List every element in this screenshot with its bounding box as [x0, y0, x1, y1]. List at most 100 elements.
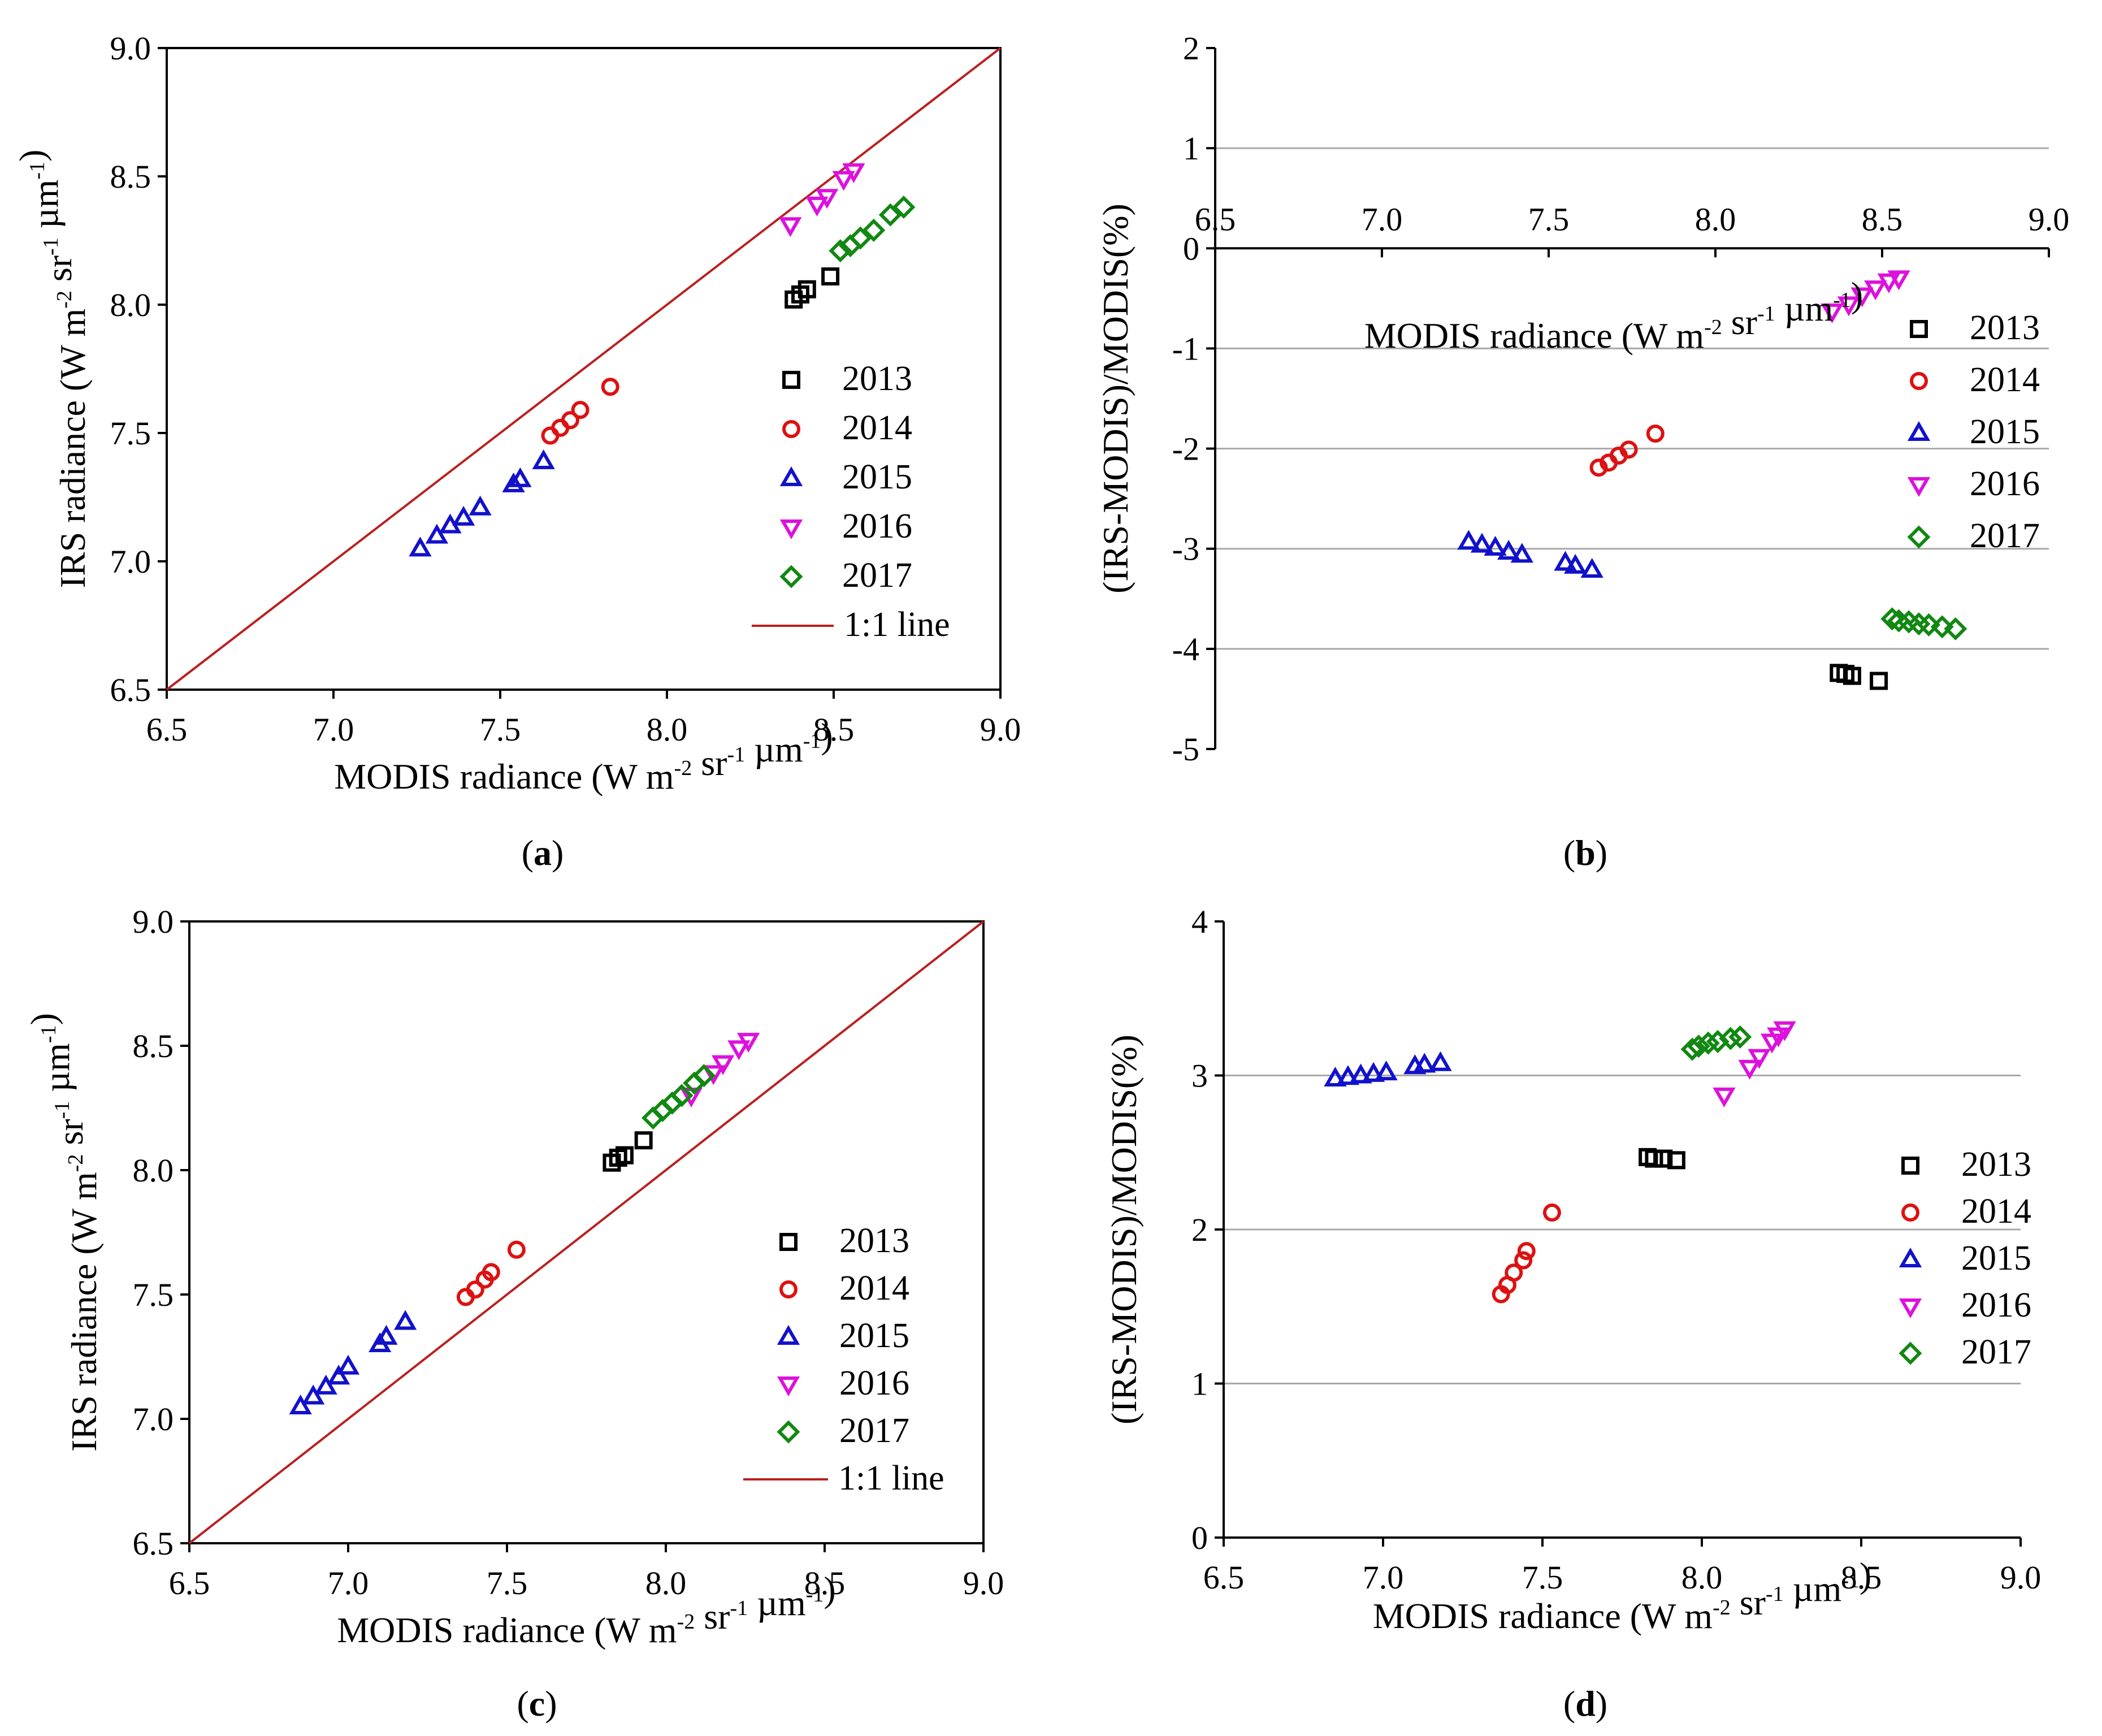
- y-tick-label: 1: [1191, 1366, 1208, 1402]
- data-point-2014: [561, 411, 579, 430]
- x-axis-label-sup2: -1: [730, 1596, 748, 1620]
- series-2013: [785, 267, 840, 309]
- data-point-2015: [469, 495, 492, 516]
- data-point-2016: [779, 217, 802, 237]
- x-tick-label: 8.5: [804, 1565, 846, 1601]
- legend-label: 2014: [1961, 1192, 2031, 1231]
- legend-marker-2017: [779, 565, 803, 588]
- y-axis-label: (IRS-MODIS)/MODIS(%): [1095, 204, 1135, 594]
- data-point-2015: [1470, 533, 1494, 553]
- y-tick-label: 9.0: [133, 903, 174, 940]
- x-axis-label-mid: sr: [1731, 1582, 1766, 1622]
- panel-label: (c): [517, 1683, 557, 1724]
- legend-label: 2017: [839, 1412, 909, 1450]
- y-tick-label: -4: [1172, 631, 1199, 668]
- y-tick-label: 2: [1191, 1211, 1208, 1248]
- series-2016: [1821, 270, 1910, 323]
- series-2013: [603, 1131, 653, 1172]
- y-tick-label: 8.0: [110, 287, 151, 323]
- data-point-2015: [314, 1374, 337, 1395]
- data-point-2013: [785, 290, 803, 309]
- panel-label-open: (: [517, 1683, 528, 1724]
- data-point-2014: [1517, 1242, 1536, 1261]
- series-2013: [1639, 1148, 1685, 1170]
- x-axis-label-sup1: -2: [677, 1610, 695, 1634]
- y-tick-label: 3: [1191, 1058, 1208, 1094]
- x-axis-label-mid2: µm: [748, 1583, 806, 1623]
- legend-label: 2013: [1961, 1145, 2031, 1184]
- legend-marker-2015: [777, 1325, 800, 1345]
- series-2017: [829, 195, 916, 263]
- x-axis-label-post: ): [824, 1569, 835, 1609]
- x-axis-label-sup1: -2: [1713, 1596, 1731, 1620]
- legend-marker-2014: [1901, 1203, 1919, 1222]
- legend-marker-2015: [779, 466, 803, 487]
- x-axis-label-sup1: -2: [674, 756, 692, 780]
- data-point-2017: [670, 1084, 694, 1107]
- legend-marker-2014: [779, 1280, 798, 1298]
- data-point-2015: [336, 1354, 360, 1375]
- y-axis-label-sup2: -1: [39, 237, 63, 256]
- y-axis-label: (IRS-MODIS)/MODIS(%): [1104, 1034, 1144, 1425]
- legend-label: 2016: [842, 507, 912, 546]
- x-axis-label: MODIS radiance (W m-2 sr-1 µm-1): [337, 1569, 835, 1650]
- legend: 2013 2014 2015 2016 2017 1:1 line: [752, 360, 950, 644]
- x-axis-label-sup2: -1: [727, 743, 745, 767]
- data-point-2016: [736, 1033, 760, 1053]
- data-point-2014: [1619, 440, 1638, 459]
- y-tick-label: 7.5: [133, 1276, 174, 1313]
- data-point-2017: [1696, 1031, 1720, 1055]
- data-point-2015: [1564, 553, 1587, 574]
- data-point-2014: [551, 418, 570, 437]
- plot-frame: [166, 47, 1002, 691]
- data-point-2017: [848, 226, 872, 250]
- y-tick-label: 6.5: [110, 672, 151, 708]
- panel-c: 6.5 7.0 7.5 8.0 8.5 9.0 6.5 7.0 7.5 8.0 8.5 9.0 MODI…: [23, 903, 1004, 1724]
- data-point-2014: [541, 426, 560, 445]
- panel-label-letter: c: [529, 1683, 545, 1724]
- data-point-2013: [1667, 1151, 1685, 1170]
- x-tick-label: 7.0: [1363, 1559, 1404, 1596]
- legend-marker-2017: [1899, 1341, 1922, 1365]
- series-2017: [1680, 1025, 1752, 1061]
- x-tick-label: 7.5: [1528, 201, 1570, 237]
- x-axis-label-post: ): [1860, 1555, 1871, 1595]
- legend-label: 2013: [1970, 309, 2040, 347]
- data-point-2015: [1324, 1066, 1347, 1086]
- x-axis-label-pre: MODIS radiance (W m: [337, 1610, 677, 1650]
- x-axis-label: MODIS radiance (W m-2 sr-1 µm-1): [334, 716, 833, 796]
- data-point-2016: [1887, 270, 1910, 291]
- legend-marker-2017: [1907, 525, 1931, 549]
- data-point-2015: [1497, 540, 1520, 560]
- data-point-2017: [892, 195, 916, 219]
- data-point-2016: [1738, 1059, 1761, 1080]
- x-axis-label-mid2: µm: [745, 729, 803, 769]
- legend-label: 2015: [839, 1317, 909, 1355]
- data-point-2015: [452, 505, 475, 526]
- legend-marker-2013: [779, 1233, 798, 1251]
- data-point-2015: [302, 1384, 325, 1405]
- x-axis-label-post: ): [821, 716, 833, 756]
- legend-label: 2014: [1970, 361, 2040, 399]
- x-axis-label-mid: sr: [692, 743, 727, 783]
- data-point-2015: [1484, 535, 1507, 556]
- data-point-2017: [1680, 1037, 1704, 1061]
- data-point-2016: [727, 1040, 751, 1060]
- data-point-2015: [1336, 1065, 1360, 1085]
- y-axis-label-mid2: µm: [25, 180, 66, 238]
- y-tick-label: 0: [1191, 1519, 1208, 1556]
- data-point-2013: [615, 1146, 634, 1164]
- y-tick-label: 8.0: [133, 1152, 174, 1189]
- legend-label: 2017: [842, 556, 912, 595]
- data-point-2016: [1877, 273, 1900, 293]
- data-point-2016: [1748, 1049, 1771, 1069]
- data-point-2016: [816, 189, 839, 209]
- panel-a: 6.5 7.0 7.5 8.0 8.5 9.0 6.5 7.0 7.5 8.0 8.5 9.0 MODI…: [12, 30, 1021, 873]
- x-axis-label-post: ): [1851, 275, 1863, 315]
- data-point-2016: [1773, 1021, 1796, 1041]
- data-point-2015: [532, 449, 555, 469]
- data-point-2015: [409, 536, 432, 557]
- y-tick-label: 7.0: [110, 543, 151, 580]
- panel-label-open: (: [1563, 1683, 1575, 1724]
